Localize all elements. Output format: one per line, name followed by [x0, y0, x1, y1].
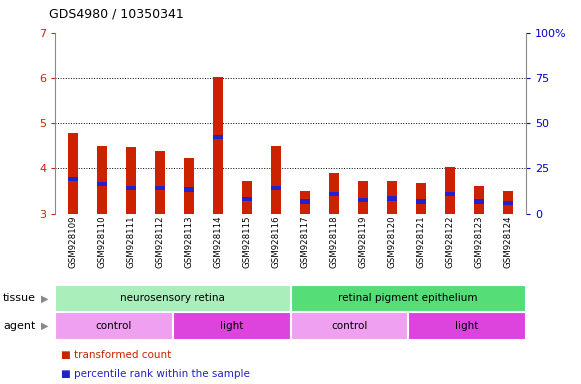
Bar — [503, 201, 514, 205]
Bar — [474, 185, 485, 214]
Text: GSM928117: GSM928117 — [300, 216, 310, 268]
Bar — [358, 198, 368, 202]
Bar — [290, 285, 526, 312]
Bar — [416, 183, 426, 214]
Bar — [242, 181, 252, 214]
Bar — [125, 147, 136, 214]
Text: GSM928124: GSM928124 — [504, 216, 513, 268]
Bar — [155, 151, 165, 214]
Bar — [300, 191, 310, 214]
Bar — [242, 197, 252, 201]
Text: GSM928122: GSM928122 — [446, 216, 455, 268]
Bar — [67, 133, 78, 214]
Text: light: light — [456, 321, 479, 331]
Text: neurosensory retina: neurosensory retina — [120, 293, 225, 303]
Text: GSM928110: GSM928110 — [97, 216, 106, 268]
Text: GDS4980 / 10350341: GDS4980 / 10350341 — [49, 8, 184, 21]
Bar — [387, 181, 397, 214]
Bar — [96, 146, 107, 214]
Bar — [213, 134, 223, 139]
Text: ■ percentile rank within the sample: ■ percentile rank within the sample — [61, 369, 250, 379]
Text: ▶: ▶ — [41, 321, 48, 331]
Bar — [503, 191, 514, 214]
Text: GSM928113: GSM928113 — [184, 216, 193, 268]
Text: control: control — [96, 321, 132, 331]
Bar — [474, 199, 485, 204]
Text: GSM928123: GSM928123 — [475, 216, 484, 268]
Text: GSM928116: GSM928116 — [271, 216, 281, 268]
Bar — [300, 199, 310, 204]
Text: ▶: ▶ — [41, 293, 48, 303]
Bar — [67, 177, 78, 181]
Bar — [155, 185, 165, 190]
Text: GSM928115: GSM928115 — [242, 216, 252, 268]
Text: GSM928121: GSM928121 — [417, 216, 426, 268]
Bar — [329, 192, 339, 196]
Text: tissue: tissue — [3, 293, 36, 303]
Text: GSM928114: GSM928114 — [213, 216, 223, 268]
Bar — [184, 159, 194, 214]
Text: GSM928112: GSM928112 — [155, 216, 164, 268]
Bar — [96, 182, 107, 187]
Bar — [387, 196, 397, 201]
Text: light: light — [220, 321, 243, 331]
Text: GSM928120: GSM928120 — [388, 216, 397, 268]
Bar — [125, 185, 136, 190]
Text: GSM928118: GSM928118 — [329, 216, 339, 268]
Text: control: control — [331, 321, 368, 331]
Text: GSM928111: GSM928111 — [126, 216, 135, 268]
Bar — [416, 199, 426, 204]
Text: GSM928119: GSM928119 — [358, 216, 368, 268]
Bar — [173, 312, 290, 340]
Bar — [445, 192, 456, 196]
Bar — [55, 312, 173, 340]
Bar — [271, 146, 281, 214]
Bar — [55, 285, 290, 312]
Text: ■ transformed count: ■ transformed count — [61, 350, 171, 360]
Bar — [184, 187, 194, 192]
Text: agent: agent — [3, 321, 35, 331]
Bar — [290, 312, 408, 340]
Text: GSM928109: GSM928109 — [68, 216, 77, 268]
Bar — [271, 185, 281, 190]
Text: retinal pigment epithelium: retinal pigment epithelium — [338, 293, 478, 303]
Bar — [329, 173, 339, 214]
Bar — [213, 77, 223, 214]
Bar — [445, 167, 456, 214]
Bar — [408, 312, 526, 340]
Bar — [358, 181, 368, 214]
